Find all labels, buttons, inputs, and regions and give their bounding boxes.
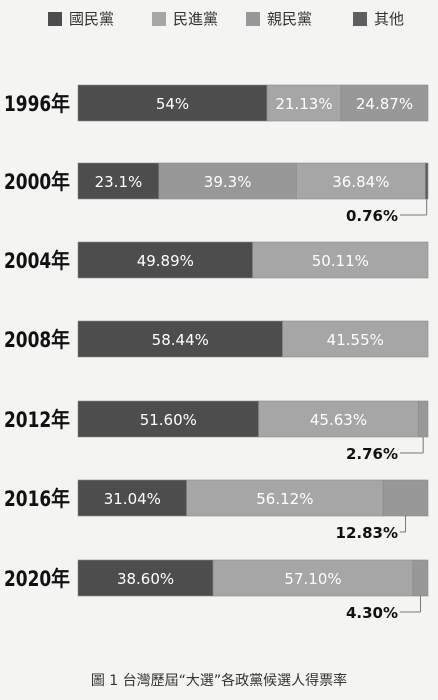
bar-segment [425,162,429,200]
bar-segment [382,479,429,517]
data-label: 41.55% [327,331,384,349]
bar-segment [77,84,268,122]
chart-caption: 圖 1 台灣歷屆“大選”各政黨候選人得票率 [90,673,348,689]
bar-segment [282,320,429,358]
data-label: 24.87% [356,95,413,113]
legend-swatch [48,12,62,26]
legend-swatch [152,12,166,26]
bar-segment [266,84,342,122]
legend-swatch [246,12,260,26]
bar-segment [77,400,259,438]
data-label: 23.1% [95,173,143,191]
data-label: 0.76% [346,207,398,225]
year-label: 2008年 [4,328,70,352]
bar-segment [252,241,429,279]
year-label: 2012年 [4,408,70,432]
year-label: 2000年 [4,170,70,194]
bar-segment [186,479,384,517]
bar-segment [77,241,253,279]
legend-label: 民進黨 [173,10,218,28]
legend-label: 親民黨 [267,10,312,28]
bar-segment [77,162,160,200]
data-label: 51.60% [140,411,197,429]
bar-segment [340,84,429,122]
data-label: 50.11% [312,252,369,270]
data-label: 2.76% [346,445,398,463]
year-label: 2020年 [4,567,70,591]
bar-segment [258,400,419,438]
legend-label: 國民黨 [69,10,114,28]
data-label: 45.63% [310,411,367,429]
bar-segment [77,320,283,358]
year-label: 2016年 [4,487,70,511]
data-label: 4.30% [346,604,398,622]
data-label: 12.83% [336,524,398,542]
data-label: 49.89% [137,252,194,270]
bar-segment [418,400,429,438]
data-label: 56.12% [256,490,313,508]
data-label: 38.60% [117,570,174,588]
data-label: 21.13% [275,95,332,113]
year-label: 2004年 [4,249,70,273]
year-label: 1996年 [4,92,70,116]
bar-segment [296,162,426,200]
data-label: 31.04% [104,490,161,508]
data-label: 58.44% [152,331,209,349]
data-label: 39.3% [204,173,252,191]
bar-segment [158,162,297,200]
legend-swatch [353,12,367,26]
bar-segment [412,559,429,597]
data-label: 57.10% [284,570,341,588]
bar-segment [77,479,187,517]
legend-label: 其他 [374,10,404,28]
data-label: 36.84% [332,173,389,191]
data-label: 54% [156,95,189,113]
